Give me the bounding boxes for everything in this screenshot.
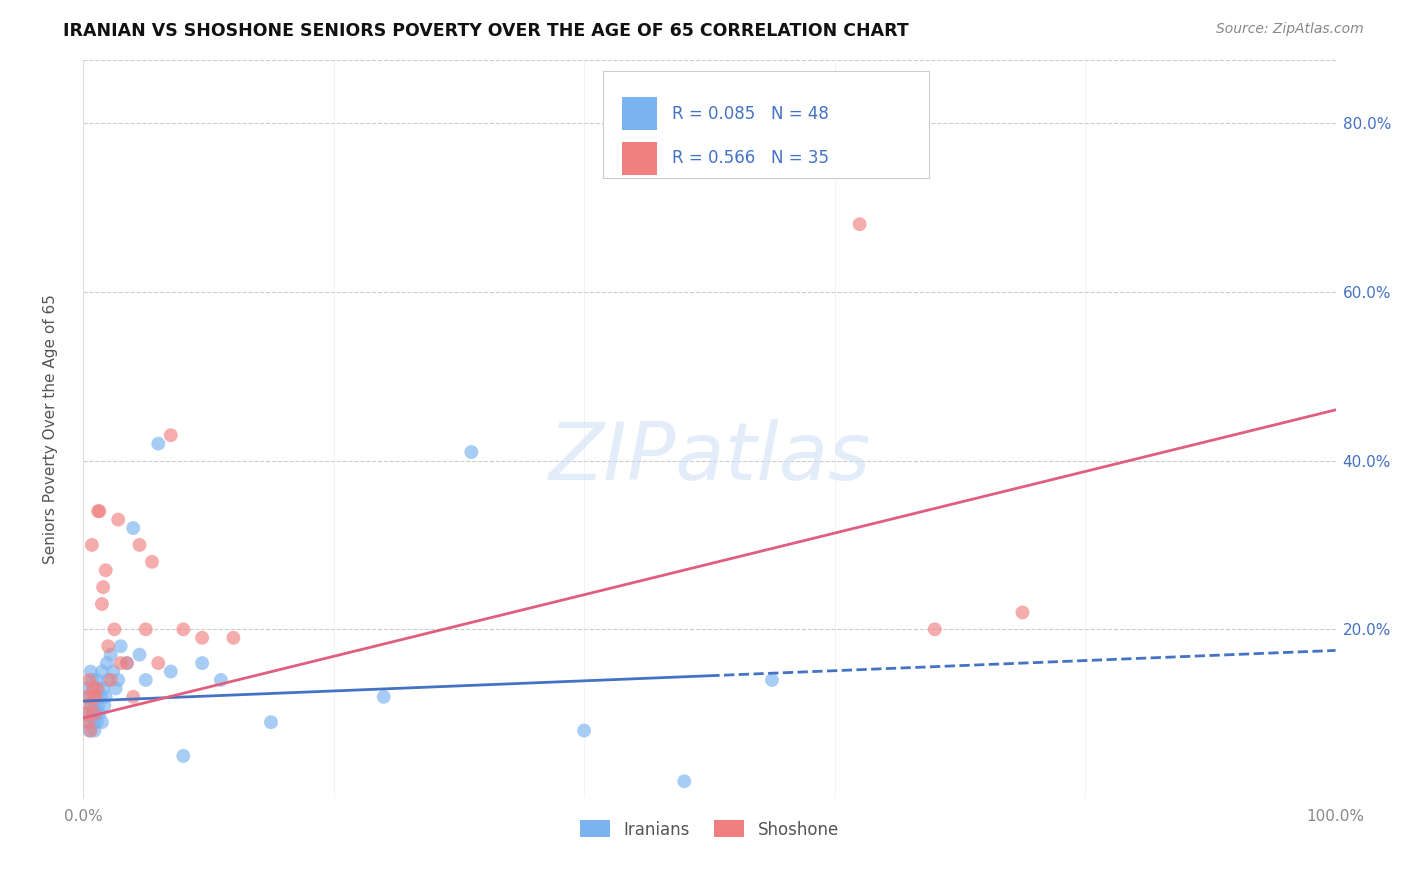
Point xyxy=(135,673,157,687)
Point xyxy=(115,656,138,670)
Point xyxy=(87,681,110,696)
Point xyxy=(924,623,946,637)
Point xyxy=(97,673,120,687)
Point xyxy=(87,698,110,713)
Point xyxy=(86,681,108,696)
FancyBboxPatch shape xyxy=(603,70,928,178)
Point xyxy=(91,580,114,594)
Point xyxy=(159,428,181,442)
Legend: Iranians, Shoshone: Iranians, Shoshone xyxy=(574,814,845,846)
Point xyxy=(77,715,100,730)
Point xyxy=(75,706,97,721)
Point xyxy=(80,706,103,721)
Text: Source: ZipAtlas.com: Source: ZipAtlas.com xyxy=(1216,22,1364,37)
Point xyxy=(83,723,105,738)
Text: R = 0.085   N = 48: R = 0.085 N = 48 xyxy=(672,104,828,122)
Point xyxy=(115,656,138,670)
Point xyxy=(107,513,129,527)
Point xyxy=(79,723,101,738)
Point xyxy=(86,673,108,687)
Point xyxy=(79,665,101,679)
Point xyxy=(122,521,145,535)
Point xyxy=(172,623,194,637)
Y-axis label: Seniors Poverty Over the Age of 65: Seniors Poverty Over the Age of 65 xyxy=(44,294,58,564)
Point xyxy=(89,504,111,518)
Point xyxy=(89,706,111,721)
Point xyxy=(191,656,214,670)
Text: ZIPatlas: ZIPatlas xyxy=(548,419,870,498)
Point xyxy=(87,504,110,518)
Point xyxy=(460,445,482,459)
Point xyxy=(159,665,181,679)
Point xyxy=(141,555,163,569)
Point xyxy=(191,631,214,645)
Point xyxy=(82,681,104,696)
Point xyxy=(83,698,105,713)
Point xyxy=(91,681,114,696)
Point xyxy=(94,690,117,704)
Point xyxy=(100,648,122,662)
Point xyxy=(128,648,150,662)
Point xyxy=(128,538,150,552)
Bar xyxy=(621,97,657,130)
Point xyxy=(90,715,112,730)
Point xyxy=(209,673,232,687)
Point xyxy=(96,656,118,670)
Point xyxy=(82,681,104,696)
Point xyxy=(90,690,112,704)
Point xyxy=(90,597,112,611)
Point xyxy=(86,715,108,730)
Point xyxy=(110,639,132,653)
Text: IRANIAN VS SHOSHONE SENIORS POVERTY OVER THE AGE OF 65 CORRELATION CHART: IRANIAN VS SHOSHONE SENIORS POVERTY OVER… xyxy=(63,22,910,40)
Point xyxy=(90,665,112,679)
Point xyxy=(107,673,129,687)
Point xyxy=(110,656,132,670)
Point xyxy=(84,706,107,721)
Point xyxy=(79,698,101,713)
Point xyxy=(373,690,395,704)
Point xyxy=(79,723,101,738)
Point xyxy=(93,698,115,713)
Point xyxy=(84,690,107,704)
Point xyxy=(135,623,157,637)
Point xyxy=(83,706,105,721)
Point xyxy=(79,690,101,704)
Point xyxy=(94,563,117,577)
Point xyxy=(101,665,124,679)
Bar xyxy=(621,142,657,175)
Point xyxy=(148,436,170,450)
Point xyxy=(97,639,120,653)
Point xyxy=(673,774,696,789)
Point xyxy=(82,715,104,730)
Point xyxy=(848,217,870,231)
Point xyxy=(148,656,170,670)
Point xyxy=(76,690,98,704)
Point xyxy=(79,698,101,713)
Point xyxy=(82,690,104,704)
Point xyxy=(761,673,783,687)
Point xyxy=(572,723,595,738)
Text: R = 0.566   N = 35: R = 0.566 N = 35 xyxy=(672,150,828,168)
Point xyxy=(77,715,100,730)
Point xyxy=(84,690,107,704)
Point xyxy=(80,673,103,687)
Point xyxy=(122,690,145,704)
Point xyxy=(80,538,103,552)
Point xyxy=(76,681,98,696)
Point xyxy=(79,673,101,687)
Point xyxy=(260,715,283,730)
Point xyxy=(100,673,122,687)
Point xyxy=(104,681,127,696)
Point xyxy=(1011,606,1033,620)
Point xyxy=(103,623,125,637)
Point xyxy=(222,631,245,645)
Point xyxy=(172,748,194,763)
Point xyxy=(75,706,97,721)
